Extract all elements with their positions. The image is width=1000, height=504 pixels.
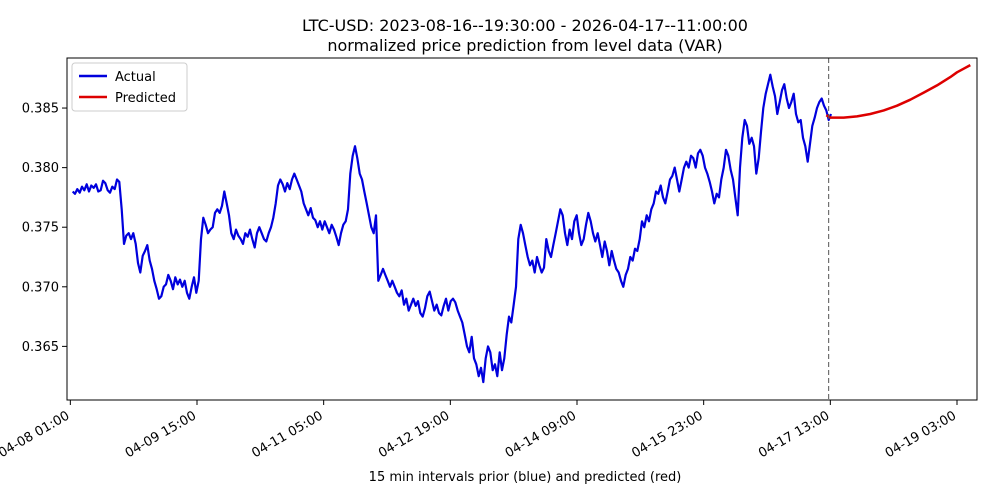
plot-lines [71, 58, 971, 400]
y-tick-label: 0.375 [22, 221, 59, 236]
chart-subtitle: normalized price prediction from level d… [327, 36, 722, 55]
chart-title: LTC-USD: 2023-08-16--19:30:00 - 2026-04-… [302, 16, 748, 35]
legend: Actual Predicted [71, 62, 188, 112]
y-tick-label: 0.370 [22, 280, 59, 295]
y-tick-label: 0.365 [22, 340, 59, 355]
plot-area-frame [66, 57, 978, 401]
series-predicted-line [825, 64, 971, 119]
legend-label-actual: Actual [115, 70, 156, 85]
y-tick-label: 0.380 [22, 161, 59, 176]
y-tick-label: 0.385 [22, 102, 59, 117]
x-axis-label: 15 min intervals prior (blue) and predic… [369, 470, 682, 485]
legend-label-predicted: Predicted [115, 91, 176, 106]
y-axis-ticks: 0.365 0.370 0.375 0.380 0.385 [22, 102, 67, 355]
series-actual-line [71, 73, 833, 384]
